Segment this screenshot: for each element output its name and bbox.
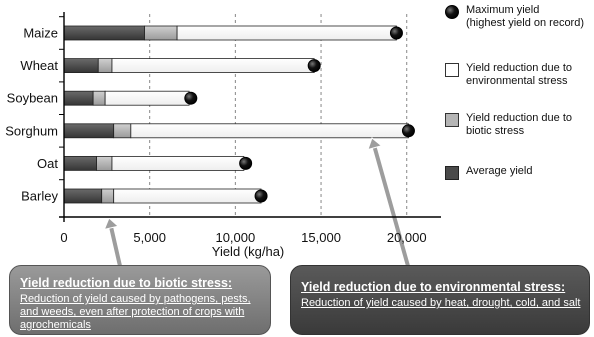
average-yield-swatch-icon [445, 166, 459, 180]
category-label: Sorghum [5, 123, 58, 138]
biotic-stress-bar [97, 58, 113, 73]
x-tick-label: 10,000 [215, 230, 255, 245]
average-yield-bar [63, 90, 94, 106]
average-yield-bar [63, 155, 97, 171]
x-tick-label: 20,000 [387, 230, 427, 245]
env-stress-bar [176, 25, 397, 41]
category-label: Soybean [7, 91, 58, 106]
x-axis-title: Yield (kg/ha) [212, 244, 285, 259]
biotic-stress-bar [92, 90, 106, 106]
average-yield-bar [63, 188, 103, 204]
max-yield-marker [401, 124, 415, 138]
bars [63, 25, 409, 204]
arrow-environmental-icon [367, 137, 412, 267]
x-tick-label: 0 [60, 230, 67, 245]
env-stress-swatch-icon [445, 63, 459, 77]
category-label: Barley [21, 189, 58, 204]
callout-environmental-stress: Yield reduction due to environmental str… [290, 265, 590, 335]
x-tick-label: 5,000 [133, 230, 166, 245]
axis-labels: 0 5,000 10,000 15,000 20,000 Maize Wheat Soybea… [5, 26, 426, 246]
biotic-stress-bar [113, 123, 132, 139]
callout-arrows [103, 137, 412, 267]
max-yield-markers [184, 26, 415, 203]
biotic-stress-bar [96, 155, 113, 171]
grid-lines [149, 14, 408, 217]
max-yield-marker [389, 26, 403, 40]
env-stress-bar [130, 123, 409, 139]
biotic-stress-bar [144, 25, 178, 41]
legend-label: Yield reduction due to biotic stress [466, 112, 572, 137]
env-stress-bar [111, 155, 245, 171]
axes [59, 12, 441, 222]
arrow-biotic-icon [103, 217, 124, 267]
callout-environmental-title: Yield reduction due to environmental str… [301, 280, 566, 294]
legend-label: Yield reduction due to environmental str… [466, 62, 572, 87]
max-yield-marker [254, 189, 268, 203]
env-stress-bar [113, 188, 262, 204]
max-yield-marker-icon [445, 5, 459, 19]
env-stress-bar [104, 90, 190, 106]
env-stress-bar [111, 58, 315, 73]
callout-environmental-text: Reduction of yield caused by heat, droug… [301, 297, 581, 309]
biotic-stress-swatch-icon [445, 113, 459, 127]
legend-label: Maximum yield (highest yield on record) [466, 4, 585, 29]
category-label: Maize [23, 26, 58, 41]
max-yield-marker [307, 59, 321, 73]
callout-biotic-title: Yield reduction due to biotic stress: [20, 276, 233, 290]
callout-biotic-text: Reduction of yield caused by pathogens, … [20, 293, 251, 331]
average-yield-bar [63, 58, 99, 73]
max-yield-marker [239, 156, 253, 170]
biotic-stress-bar [101, 188, 115, 204]
max-yield-marker [184, 91, 198, 105]
category-label: Wheat [20, 58, 58, 73]
callout-biotic-stress: Yield reduction due to biotic stress: Re… [9, 265, 271, 335]
legend-label: Average yield [466, 165, 533, 177]
average-yield-bar [63, 123, 115, 139]
category-label: Oat [37, 156, 58, 171]
average-yield-bar [63, 25, 145, 41]
x-tick-label: 15,000 [301, 230, 341, 245]
